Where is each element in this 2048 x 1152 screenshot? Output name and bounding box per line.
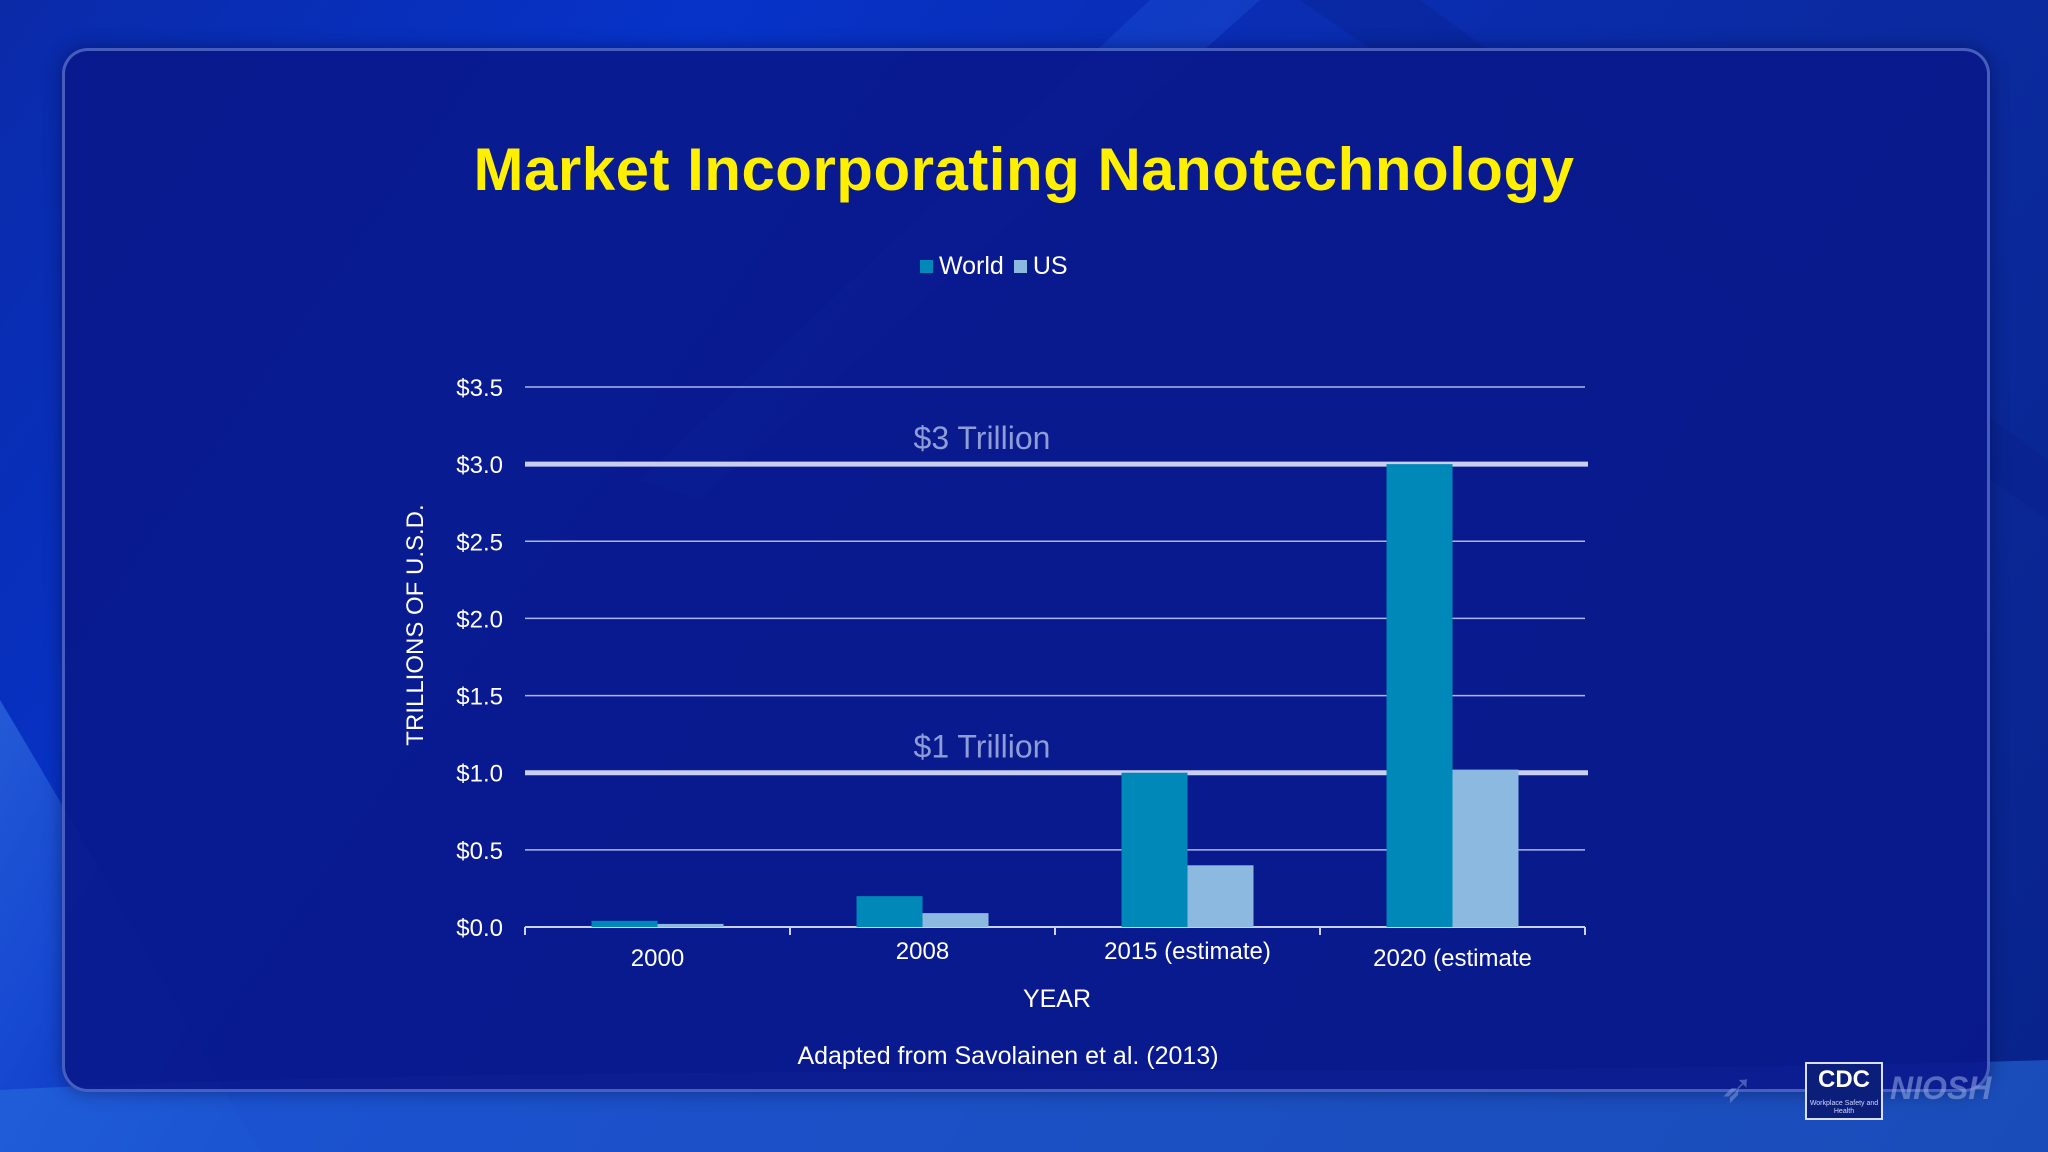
cdc-logo: CDC Workplace Safety and Health	[1805, 1062, 1883, 1120]
x-tick-label: 2015 (estimate)	[1104, 938, 1271, 965]
bar-world	[591, 920, 658, 927]
y-tick-label: $3.5	[456, 375, 503, 402]
cdc-logo-subtext: Workplace Safety and Health	[1809, 1100, 1879, 1115]
source-note: Adapted from Savolainen et al. (2013)	[797, 1042, 1219, 1070]
legend-swatch-us	[1013, 260, 1027, 273]
legend-swatch-world	[920, 260, 933, 273]
x-axis-label: YEAR	[1022, 985, 1092, 1013]
legend-label-us: US	[1032, 252, 1068, 280]
bar-us	[1452, 769, 1519, 927]
eagle-wing-icon: ➶	[1720, 1067, 1754, 1111]
bar-us	[922, 913, 989, 927]
reference-line-label: $3 Trillion	[914, 420, 1051, 456]
y-axis-label: TRILLIONS OF U.S.D.	[402, 504, 429, 746]
y-tick-label: $2.5	[456, 529, 503, 556]
bar-world	[1386, 464, 1453, 927]
bar-us	[1187, 865, 1254, 927]
niosh-logo-text: NIOSH	[1890, 1070, 1992, 1106]
legend-item-us: US	[1013, 252, 1068, 281]
reference-line-label: $1 Trillion	[914, 729, 1051, 765]
y-tick-label: $0.0	[456, 915, 503, 942]
chart-legend: World US	[920, 252, 1068, 281]
x-tick-label: 2020 (estimate	[1373, 945, 1532, 972]
y-tick-label: $1.5	[456, 684, 503, 711]
cdc-niosh-logo: ➶ CDC Workplace Safety and Health NIOSH	[1700, 1052, 2020, 1124]
slide-panel	[62, 48, 1990, 1092]
bar-world	[856, 896, 923, 927]
y-tick-label: $2.0	[456, 606, 503, 633]
legend-label-world: World	[939, 252, 1004, 280]
y-tick-label: $1.0	[456, 761, 503, 788]
y-tick-label: $0.5	[456, 838, 503, 865]
legend-item-world: World	[920, 252, 1004, 281]
bar-world	[1121, 772, 1188, 927]
y-tick-label: $3.0	[456, 452, 503, 479]
x-tick-label: 2008	[896, 938, 949, 965]
cdc-logo-text: CDC	[1818, 1066, 1870, 1093]
x-tick-label: 2000	[631, 945, 684, 972]
chart-title: Market Incorporating Nanotechnology	[473, 136, 1575, 203]
bar-us	[657, 923, 724, 927]
